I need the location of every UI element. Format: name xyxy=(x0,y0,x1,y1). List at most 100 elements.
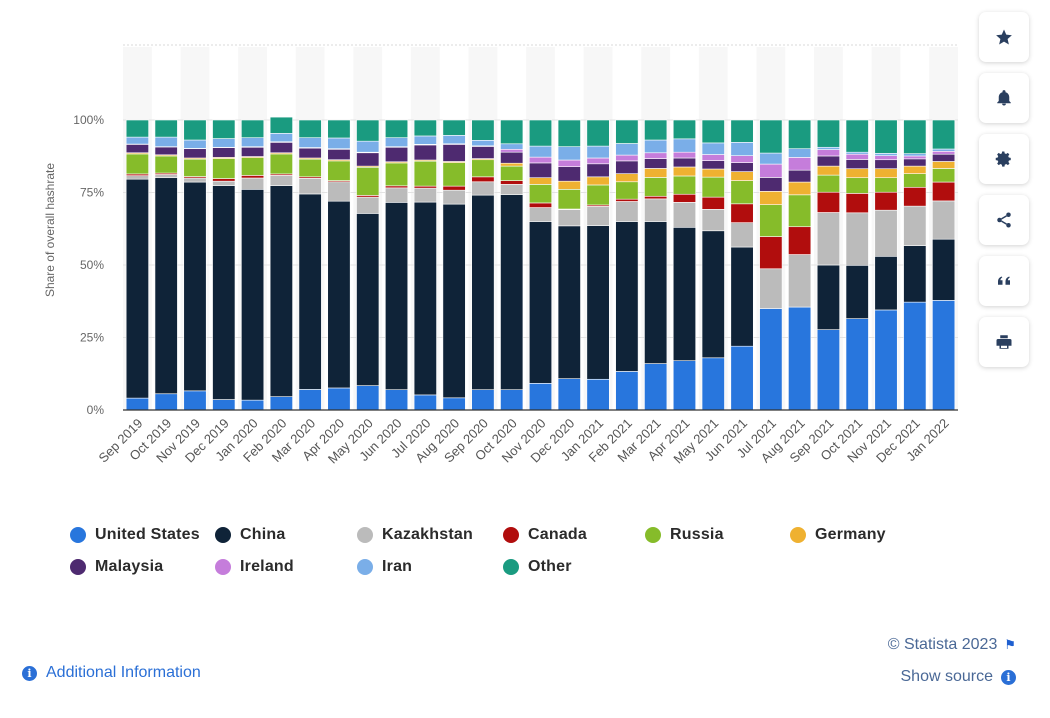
bar-segment[interactable] xyxy=(586,206,610,226)
bar-segment[interactable] xyxy=(874,309,898,411)
bar-segment[interactable] xyxy=(471,140,495,147)
bar-segment[interactable] xyxy=(759,163,783,178)
bar-segment[interactable] xyxy=(269,175,293,186)
bar-segment[interactable] xyxy=(557,180,581,190)
bar-segment[interactable] xyxy=(298,137,322,148)
legend-item[interactable]: Germany xyxy=(790,520,886,550)
bar-segment[interactable] xyxy=(442,189,466,205)
bar-segment[interactable] xyxy=(385,187,409,203)
bar-segment[interactable] xyxy=(730,222,754,248)
bar-segment[interactable] xyxy=(413,119,437,137)
bar-segment[interactable] xyxy=(557,159,581,167)
legend-item[interactable]: Other xyxy=(503,552,572,582)
bar-segment[interactable] xyxy=(788,169,812,183)
bar-segment[interactable] xyxy=(327,181,351,202)
bar-segment[interactable] xyxy=(874,191,898,211)
legend-item[interactable]: Iran xyxy=(357,552,412,582)
bar-segment[interactable] xyxy=(730,119,754,143)
bar-segment[interactable] xyxy=(212,147,236,158)
bar-segment[interactable] xyxy=(385,119,409,138)
legend-item[interactable]: China xyxy=(215,520,285,550)
bar-segment[interactable] xyxy=(788,226,812,255)
bar-segment[interactable] xyxy=(183,148,207,159)
bar-segment[interactable] xyxy=(644,158,668,169)
bar-segment[interactable] xyxy=(298,177,322,195)
bar-segment[interactable] xyxy=(730,203,754,223)
bar-segment[interactable] xyxy=(932,119,956,150)
bar-segment[interactable] xyxy=(528,119,553,147)
bar-segment[interactable] xyxy=(816,174,840,193)
bar-segment[interactable] xyxy=(586,119,610,147)
bar-segment[interactable] xyxy=(586,378,610,411)
bar-segment[interactable] xyxy=(788,181,812,196)
legend-item[interactable]: United States xyxy=(70,520,200,550)
bar-segment[interactable] xyxy=(672,157,696,168)
bar-segment[interactable] xyxy=(500,194,524,390)
bar-segment[interactable] xyxy=(874,155,898,161)
bar-segment[interactable] xyxy=(672,166,696,177)
bar-segment[interactable] xyxy=(816,155,840,167)
bar-segment[interactable] xyxy=(644,177,668,197)
bar-segment[interactable] xyxy=(845,193,869,214)
bar-segment[interactable] xyxy=(528,202,553,208)
bar-segment[interactable] xyxy=(788,306,812,411)
bar-segment[interactable] xyxy=(701,209,725,232)
bar-segment[interactable] xyxy=(471,119,495,141)
bar-segment[interactable] xyxy=(356,196,380,214)
legend-item[interactable]: Russia xyxy=(645,520,724,550)
bar-segment[interactable] xyxy=(816,165,840,176)
notification-button[interactable] xyxy=(979,73,1029,123)
bar-segment[interactable] xyxy=(356,119,380,142)
legend-item[interactable]: Canada xyxy=(503,520,587,550)
print-button[interactable] xyxy=(979,317,1029,367)
bar-segment[interactable] xyxy=(154,119,178,138)
bar-segment[interactable] xyxy=(615,154,639,162)
bar-segment[interactable] xyxy=(932,300,956,411)
bar-segment[interactable] xyxy=(327,160,351,181)
bar-segment[interactable] xyxy=(442,397,466,411)
bar-segment[interactable] xyxy=(730,155,754,163)
bar-segment[interactable] xyxy=(212,119,236,139)
bar-segment[interactable] xyxy=(615,160,639,174)
bar-segment[interactable] xyxy=(615,181,639,200)
bar-segment[interactable] xyxy=(730,345,754,411)
bar-segment[interactable] xyxy=(932,200,956,240)
bar-segment[interactable] xyxy=(241,137,265,147)
bar-segment[interactable] xyxy=(212,180,236,186)
bar-segment[interactable] xyxy=(269,142,293,154)
bar-segment[interactable] xyxy=(730,142,754,156)
bar-segment[interactable] xyxy=(528,145,553,158)
bar-segment[interactable] xyxy=(644,139,668,154)
bar-segment[interactable] xyxy=(615,201,639,222)
bar-segment[interactable] xyxy=(672,151,696,159)
bar-segment[interactable] xyxy=(701,176,725,198)
bar-segment[interactable] xyxy=(442,135,466,145)
bar-segment[interactable] xyxy=(154,136,178,147)
bar-segment[interactable] xyxy=(269,153,293,175)
bar-segment[interactable] xyxy=(125,119,149,138)
bar-segment[interactable] xyxy=(874,153,898,156)
bar-segment[interactable] xyxy=(269,396,293,411)
bar-segment[interactable] xyxy=(557,378,581,411)
cite-button[interactable] xyxy=(979,256,1029,306)
bar-segment[interactable] xyxy=(759,119,783,154)
bar-segment[interactable] xyxy=(442,203,466,399)
bar-segment[interactable] xyxy=(903,186,927,207)
bar-segment[interactable] xyxy=(701,160,725,170)
bar-segment[interactable] xyxy=(500,180,524,185)
bar-segment[interactable] xyxy=(701,230,725,359)
bar-segment[interactable] xyxy=(500,165,524,181)
bar-segment[interactable] xyxy=(500,389,524,411)
bar-segment[interactable] xyxy=(413,144,437,161)
bar-segment[interactable] xyxy=(730,180,754,205)
bar-segment[interactable] xyxy=(413,185,437,189)
bar-segment[interactable] xyxy=(759,204,783,237)
bar-segment[interactable] xyxy=(845,264,869,319)
bar-segment[interactable] xyxy=(471,181,495,196)
additional-information-link[interactable]: i Additional Information xyxy=(22,664,201,682)
bar-segment[interactable] xyxy=(730,246,754,347)
bar-segment[interactable] xyxy=(528,184,553,204)
bar-segment[interactable] xyxy=(672,193,696,203)
bar-segment[interactable] xyxy=(615,173,639,183)
bar-segment[interactable] xyxy=(730,171,754,181)
